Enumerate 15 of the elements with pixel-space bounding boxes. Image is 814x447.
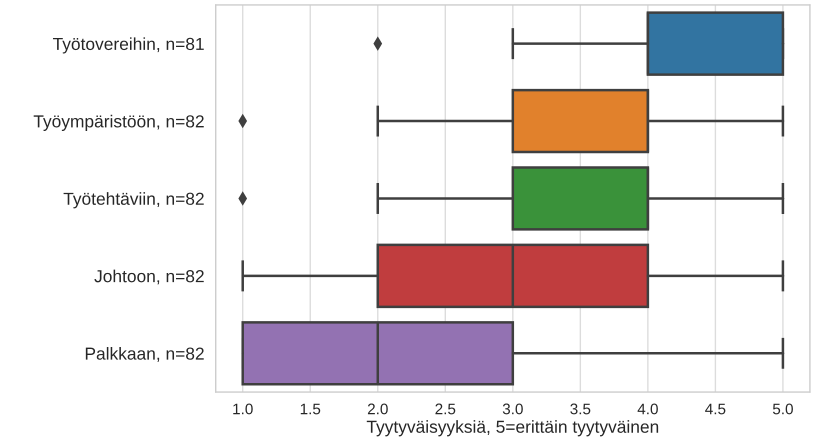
x-tick-label: 1.0 xyxy=(233,404,253,414)
x-tick-label: 4.5 xyxy=(705,404,726,414)
y-tick-label: Työympäristöön, n=82 xyxy=(34,114,204,131)
x-tick-label: 3.0 xyxy=(502,404,523,414)
x-tick-label: 5.0 xyxy=(772,404,793,414)
x-tick-label: 2.5 xyxy=(435,404,456,414)
x-tick-label: 1.5 xyxy=(300,404,320,414)
y-tick-label: Palkkaan, n=82 xyxy=(86,347,204,362)
x-axis-title: Tyytyväisyyksiä, 5=erittäin tyytyväinen xyxy=(366,420,658,436)
y-tick-label: Johtoon, n=82 xyxy=(94,270,204,284)
x-tick-label: 3.5 xyxy=(570,404,590,414)
x-tick-label: 2.0 xyxy=(368,404,388,414)
x-tick-label: 4.0 xyxy=(638,404,658,414)
y-tick-label: Työtehtäviin, n=82 xyxy=(64,192,204,208)
y-tick-label: Työtovereihin, n=81 xyxy=(52,37,204,54)
